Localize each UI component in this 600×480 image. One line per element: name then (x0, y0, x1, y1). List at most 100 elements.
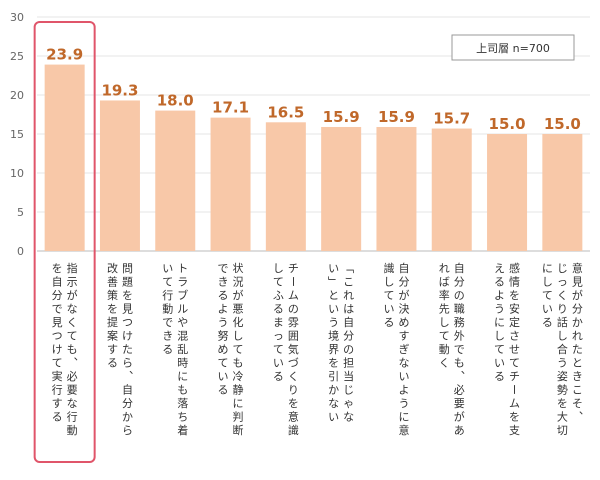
bar (44, 64, 85, 251)
legend-box (451, 34, 575, 61)
category-char: そ (572, 397, 583, 410)
category-char: 断 (233, 423, 244, 437)
category-char: 分 (52, 289, 63, 302)
category-char: 、 (129, 363, 140, 376)
category-char: 行 (67, 411, 78, 424)
bar (321, 126, 362, 251)
category-char: ま (273, 316, 284, 329)
category-char: 識 (383, 262, 394, 275)
category-char: き (162, 330, 173, 343)
value-label: 16.5 (267, 103, 304, 121)
y-tick-label: 15 (10, 128, 24, 141)
category-char: よ (398, 384, 409, 397)
category-char: 、 (74, 350, 85, 363)
category-char: る (218, 289, 229, 302)
category-char: も (233, 357, 244, 370)
category-char: た (122, 343, 133, 356)
category-char: を (107, 303, 118, 316)
category-char: を (328, 357, 339, 370)
category-char: 安 (509, 302, 520, 316)
category-char: か (328, 384, 339, 397)
category-char: 外 (454, 330, 465, 343)
category-char: て (273, 343, 284, 356)
category-char: の (454, 289, 465, 302)
category-char: て (383, 289, 394, 302)
category-char: し (494, 330, 505, 343)
category-char: 見 (52, 316, 63, 329)
category-char: 問 (122, 262, 133, 275)
category-char: て (439, 330, 450, 343)
category-char: う (218, 316, 229, 329)
category-char: が (233, 288, 244, 302)
category-char: 分 (343, 330, 354, 343)
category-char: ー (508, 384, 521, 395)
category-char: し (439, 316, 450, 329)
category-char: こ (343, 276, 354, 289)
category-char: い (328, 303, 339, 316)
category-char: る (383, 316, 394, 329)
category-char: し (383, 276, 394, 289)
category-char: い (273, 357, 284, 370)
value-label: 15.9 (378, 108, 415, 126)
category-char: ら (122, 424, 133, 437)
bars (44, 64, 583, 252)
category-char: 題 (122, 276, 133, 289)
bar (487, 134, 528, 251)
category-char: に (177, 370, 188, 383)
category-char: 動 (67, 423, 78, 437)
category-char: に (494, 316, 505, 329)
category-char: 、 (461, 363, 472, 376)
category-char: 静 (233, 383, 244, 397)
category-char: 要 (67, 384, 78, 397)
category-char: て (273, 276, 284, 289)
category-char: れ (343, 289, 354, 302)
category-char: 判 (233, 411, 244, 424)
category-char: せ (509, 343, 520, 356)
category-char: 識 (288, 424, 299, 437)
category-char: 支 (509, 424, 520, 437)
category-char: 実 (52, 369, 63, 383)
category-char: 善 (107, 275, 118, 289)
category-char: が (454, 410, 465, 424)
category-char: 自 (454, 262, 465, 275)
category-char: 策 (107, 288, 118, 302)
category-char: 切 (557, 424, 568, 437)
category-char: 自 (343, 316, 354, 329)
category-char: な (343, 411, 354, 424)
category-char: っ (557, 276, 568, 289)
category-char: け (52, 343, 63, 356)
category-char: 自 (52, 276, 63, 289)
category-char: て (509, 357, 520, 370)
category-char: す (398, 330, 409, 343)
category-char: あ (454, 424, 465, 437)
category-char: に (398, 411, 409, 424)
category-char: ム (288, 289, 299, 302)
category-char: 先 (439, 303, 450, 316)
category-char: 分 (572, 303, 583, 316)
category-char: 職 (454, 303, 465, 316)
category-char: け (122, 330, 133, 343)
category-char: く (557, 289, 568, 302)
category-char: う (328, 316, 339, 329)
category-char: 定 (509, 315, 520, 329)
category-char: く (288, 370, 299, 383)
category-char: 要 (454, 397, 465, 410)
category-char: 分 (398, 276, 409, 289)
category-char: 雰 (288, 316, 299, 329)
category-char: 分 (122, 397, 133, 410)
legend-label: 上司層 n=700 (476, 42, 550, 55)
category-char: 情 (509, 276, 520, 289)
category-char: 改 (107, 261, 118, 275)
y-tick-label: 20 (10, 89, 24, 102)
category-char: 時 (177, 357, 188, 370)
category-char: な (398, 357, 409, 370)
category-char: で (52, 303, 63, 316)
category-char: じ (557, 262, 568, 275)
category-char: る (542, 316, 553, 329)
category-char: る (107, 357, 118, 370)
category-char: 分 (454, 276, 465, 289)
